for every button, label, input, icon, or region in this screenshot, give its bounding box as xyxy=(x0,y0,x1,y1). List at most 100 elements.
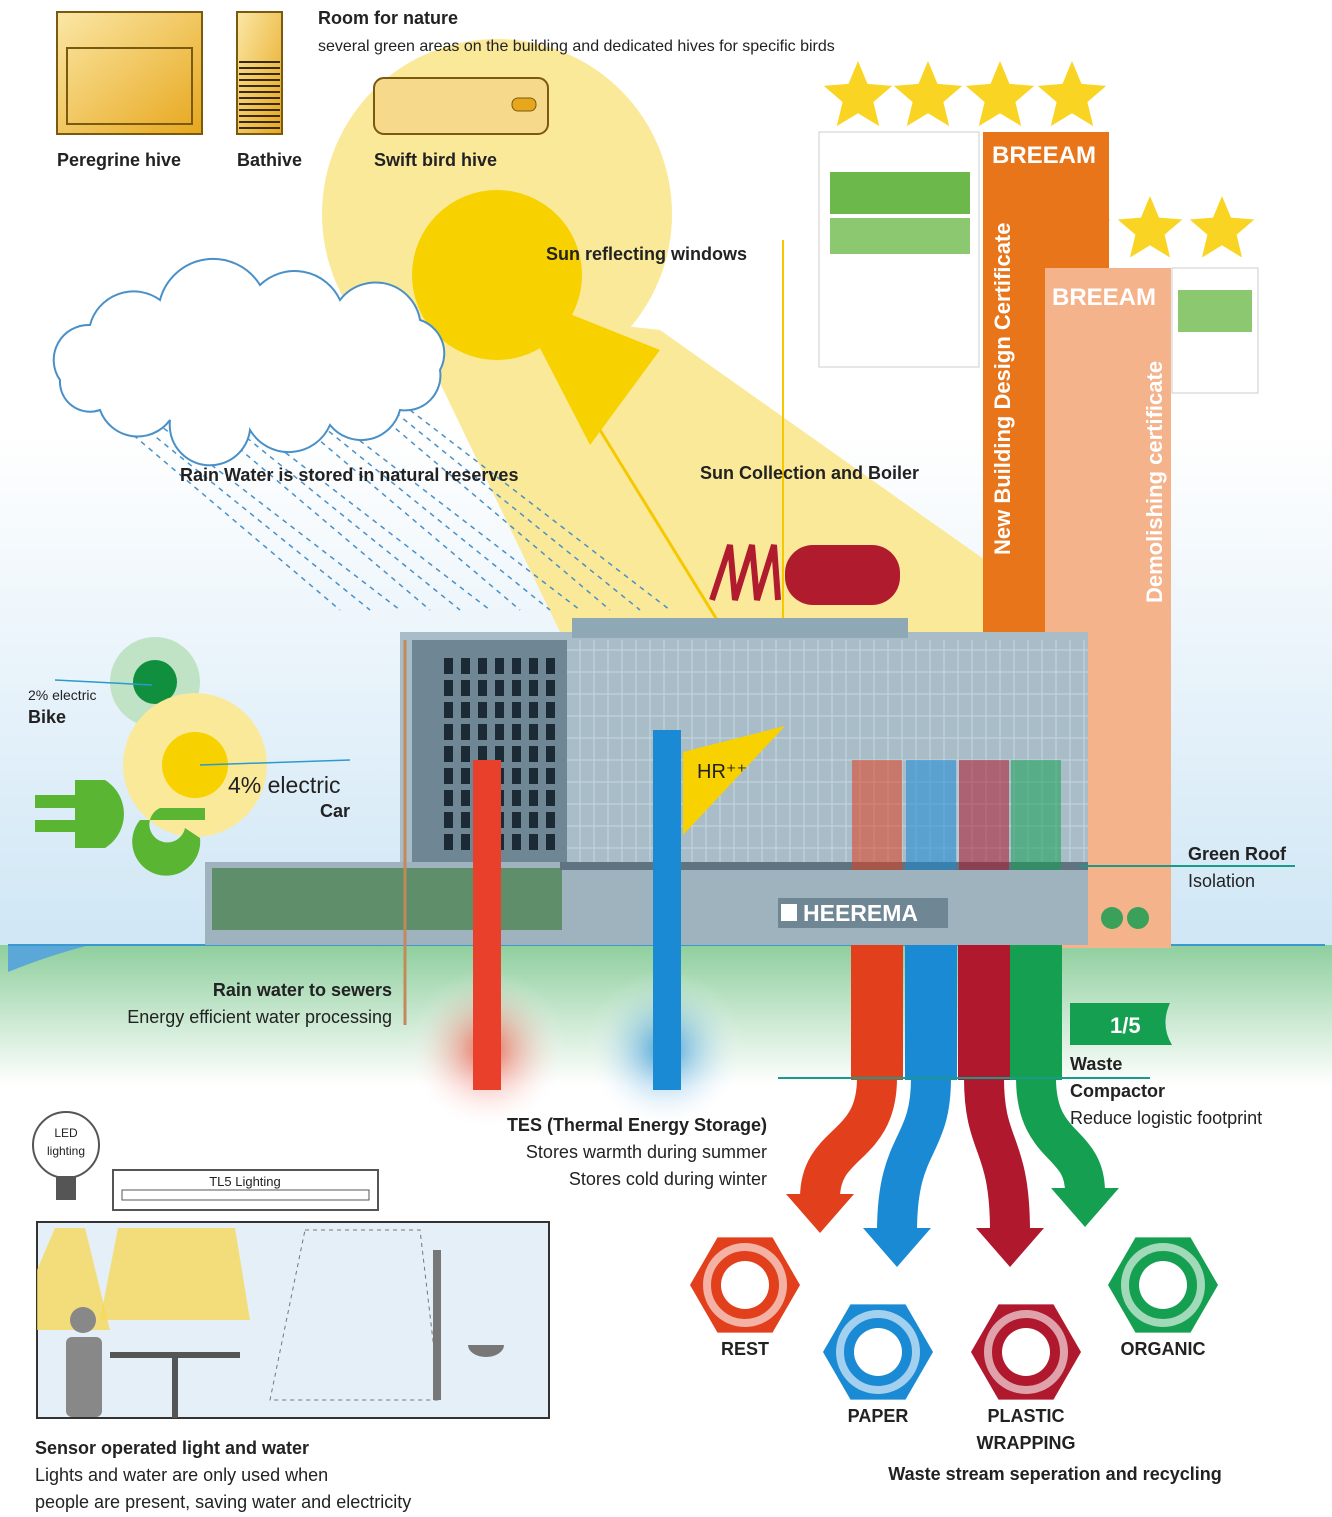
stream-rise xyxy=(959,760,1009,870)
window xyxy=(478,680,487,696)
bin-label: WRAPPING xyxy=(977,1433,1076,1453)
tes-title: TES (Thermal Energy Storage) xyxy=(507,1115,767,1135)
window xyxy=(529,812,538,828)
light-beam xyxy=(100,1228,250,1320)
green-roof-title: Green Roof xyxy=(1188,844,1287,864)
window xyxy=(529,790,538,806)
window xyxy=(546,702,555,718)
bin-label: ORGANIC xyxy=(1121,1339,1206,1359)
arrow-head xyxy=(786,1194,854,1233)
window xyxy=(444,658,453,674)
tes-line: Stores warmth during summer xyxy=(526,1142,767,1162)
tl5-tube xyxy=(122,1190,369,1200)
certificate-band xyxy=(830,172,970,214)
breeam-demolish-label: Demolishing certificate xyxy=(1142,361,1167,603)
window xyxy=(529,746,538,762)
window xyxy=(512,834,521,850)
window xyxy=(495,680,504,696)
certificate-band xyxy=(830,218,970,254)
window xyxy=(461,834,470,850)
window xyxy=(444,680,453,696)
bin-icon xyxy=(1139,1261,1187,1309)
window xyxy=(512,724,521,740)
car-share: 4% electric xyxy=(228,772,340,798)
arrow-head xyxy=(1051,1188,1119,1227)
window xyxy=(444,812,453,828)
window xyxy=(512,680,521,696)
window xyxy=(546,658,555,674)
rain-stored-label: Rain Water is stored in natural reserves xyxy=(180,465,518,485)
window xyxy=(529,768,538,784)
tes-warm-pipe xyxy=(473,760,501,1090)
hive-label: Swift bird hive xyxy=(374,150,497,170)
bin-icon xyxy=(1002,1328,1050,1376)
compactor-description: Reduce logistic footprint xyxy=(1070,1108,1262,1128)
tes-line: Stores cold during winter xyxy=(569,1169,767,1189)
window xyxy=(512,768,521,784)
window xyxy=(529,724,538,740)
window xyxy=(529,658,538,674)
star xyxy=(1118,196,1183,258)
stream-arrow xyxy=(984,1078,1010,1232)
window xyxy=(546,768,555,784)
compactor-title: Compactor xyxy=(1070,1081,1165,1101)
sensor-line: Lights and water are only used when xyxy=(35,1465,328,1485)
sensor-title: Sensor operated light and water xyxy=(35,1438,309,1458)
window xyxy=(546,746,555,762)
tap xyxy=(433,1250,441,1400)
hive-label: Peregrine hive xyxy=(57,150,181,170)
window xyxy=(444,790,453,806)
waste-caption: Waste stream seperation and recycling xyxy=(888,1464,1221,1484)
window xyxy=(461,768,470,784)
stream xyxy=(851,945,903,1080)
breeam-brand: BREEAM xyxy=(992,142,1096,169)
green-roof-description: Isolation xyxy=(1188,871,1255,891)
led-base xyxy=(56,1176,76,1200)
star xyxy=(1190,196,1255,258)
green-facade xyxy=(212,868,562,930)
bin-label: PLASTIC xyxy=(987,1406,1064,1426)
window xyxy=(512,812,521,828)
peregrine-hive xyxy=(57,12,202,134)
building-top xyxy=(572,618,908,638)
stream-rise xyxy=(1011,760,1061,870)
bike-label: Bike xyxy=(28,707,66,727)
stream xyxy=(905,945,957,1080)
window xyxy=(444,724,453,740)
window xyxy=(512,658,521,674)
star xyxy=(1038,61,1106,126)
stream-rise xyxy=(906,760,956,870)
window xyxy=(444,746,453,762)
stream-rise xyxy=(852,760,902,870)
nature-description: several green areas on the building and … xyxy=(318,38,835,55)
certificate-band xyxy=(1178,290,1252,332)
bike-share: 2% electric xyxy=(28,687,96,703)
window xyxy=(461,812,470,828)
boiler xyxy=(785,545,900,605)
breeam-new-label: New Building Design Certificate xyxy=(990,223,1015,556)
window xyxy=(512,746,521,762)
star xyxy=(966,61,1034,126)
window xyxy=(461,680,470,696)
window xyxy=(444,834,453,850)
window xyxy=(512,702,521,718)
window xyxy=(461,790,470,806)
window xyxy=(495,658,504,674)
window xyxy=(444,702,453,718)
window xyxy=(461,746,470,762)
tl5-label: TL5 Lighting xyxy=(209,1174,281,1189)
window xyxy=(495,746,504,762)
window xyxy=(546,724,555,740)
window xyxy=(546,812,555,828)
bin-icon xyxy=(854,1328,902,1376)
window xyxy=(495,724,504,740)
window xyxy=(495,702,504,718)
window xyxy=(529,834,538,850)
window xyxy=(546,790,555,806)
window xyxy=(546,834,555,850)
sewers-description: Energy efficient water processing xyxy=(127,1007,392,1027)
person-body xyxy=(66,1337,102,1417)
bin-label: REST xyxy=(721,1339,769,1359)
nature-title: Room for nature xyxy=(318,8,458,28)
window xyxy=(444,768,453,784)
